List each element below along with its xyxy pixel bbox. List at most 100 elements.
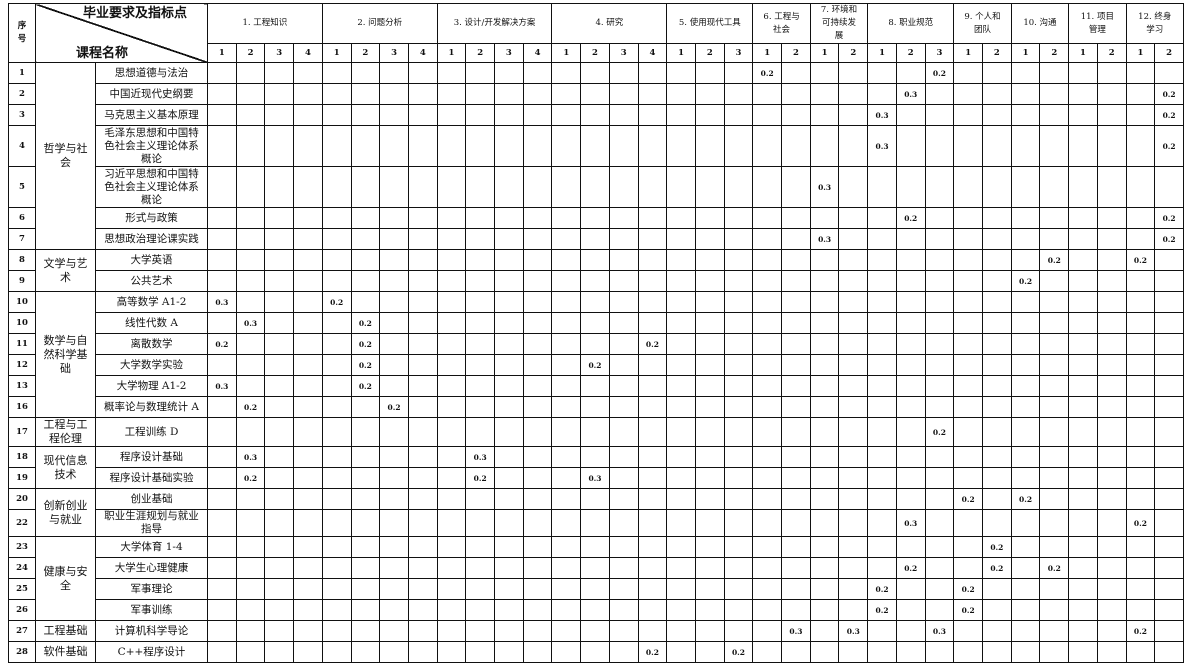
course-name: 思想政治理论课实践 xyxy=(95,228,208,250)
support-cell-6-2 xyxy=(781,509,811,537)
support-cell-9-2 xyxy=(982,599,1012,621)
support-cell-8-2 xyxy=(895,578,926,600)
support-cell-11-2 xyxy=(1096,83,1127,105)
support-cell-9-2 xyxy=(982,333,1012,355)
support-cell-2-2 xyxy=(350,599,381,621)
support-cell-3-2 xyxy=(465,396,496,418)
support-cell-10-1 xyxy=(1010,83,1041,105)
course-name: 计算机科学导论 xyxy=(95,620,208,642)
support-cell-3-1 xyxy=(436,396,467,418)
support-cell-3-2 xyxy=(465,354,496,376)
support-cell-9-2 xyxy=(982,467,1012,489)
support-cell-9-2 xyxy=(982,270,1012,292)
support-cell-3-3 xyxy=(494,375,524,397)
support-cell-9-2 xyxy=(982,354,1012,376)
support-cell-9-1 xyxy=(953,467,984,489)
support-cell-1-4 xyxy=(293,354,323,376)
table-row: 18 现代信息技术 程序设计基础 0.3 0.3 xyxy=(8,446,1184,489)
support-cell-1-1: 0.3 xyxy=(207,291,237,313)
support-cell-3-3 xyxy=(494,249,524,271)
support-cell-12-1 xyxy=(1125,536,1156,558)
support-cell-3-2 xyxy=(465,599,496,621)
support-cell-6-2 xyxy=(781,228,811,250)
support-cell-4-4 xyxy=(637,125,668,167)
support-cell-8-2 xyxy=(895,599,926,621)
support-cell-8-3 xyxy=(924,312,955,334)
support-cell-10-2 xyxy=(1039,125,1070,167)
course-name: 创业基础 xyxy=(95,488,208,510)
support-cell-2-4 xyxy=(407,354,438,376)
support-cell-3-1 xyxy=(436,62,467,84)
support-cell-5-2 xyxy=(694,104,725,126)
support-cell-12-1 xyxy=(1125,270,1156,292)
support-cell-3-2 xyxy=(465,125,496,167)
support-cell-8-3 xyxy=(924,599,955,621)
support-cell-12-1 xyxy=(1125,166,1156,208)
row-seq: 10 xyxy=(8,291,36,313)
support-cell-2-4 xyxy=(407,333,438,355)
row-seq: 19 xyxy=(8,467,36,489)
support-cell-5-2 xyxy=(694,578,725,600)
support-cell-5-3 xyxy=(723,104,754,126)
indicator-header-4-2: 2 xyxy=(580,43,610,63)
support-cell-6-1 xyxy=(752,620,783,642)
support-cell-8-1 xyxy=(867,83,897,105)
support-cell-1-3 xyxy=(264,578,295,600)
support-cell-11-1 xyxy=(1068,270,1098,292)
support-cell-6-2 xyxy=(781,536,811,558)
support-cell-1-4 xyxy=(293,312,323,334)
support-cell-6-2 xyxy=(781,291,811,313)
requirement-header-5: 5. 使用现代工具 xyxy=(666,3,754,44)
support-cell-6-2 xyxy=(781,641,811,663)
support-cell-10-2 xyxy=(1039,620,1070,642)
support-cell-3-3 xyxy=(494,488,524,510)
support-cell-1-1: 0.3 xyxy=(207,375,237,397)
support-cell-5-1 xyxy=(666,228,696,250)
support-cell-5-2 xyxy=(694,620,725,642)
support-cell-4-1 xyxy=(551,333,582,355)
support-cell-8-1 xyxy=(867,620,897,642)
course-name: 马克思主义基本原理 xyxy=(95,104,208,126)
support-cell-5-2 xyxy=(694,62,725,84)
support-cell-12-1 xyxy=(1125,62,1156,84)
support-cell-8-3 xyxy=(924,375,955,397)
support-cell-12-1 xyxy=(1125,354,1156,376)
support-cell-8-2 xyxy=(895,333,926,355)
support-cell-3-1 xyxy=(436,467,467,489)
support-cell-8-1 xyxy=(867,291,897,313)
support-cell-3-3 xyxy=(494,291,524,313)
support-cell-3-1 xyxy=(436,620,467,642)
support-cell-6-2 xyxy=(781,467,811,489)
support-cell-11-2 xyxy=(1096,62,1127,84)
support-cell-10-1 xyxy=(1010,620,1041,642)
course-requirement-matrix: 序号 毕业要求及指标点 课程名称 1. 工程知识 2. 问题分析 3. 设计/开发解… xyxy=(8,3,1184,663)
support-cell-12-2 xyxy=(1154,536,1184,558)
support-cell-2-3 xyxy=(379,207,409,229)
support-cell-3-1 xyxy=(436,536,467,558)
support-cell-4-1 xyxy=(551,312,582,334)
support-cell-1-4 xyxy=(293,641,323,663)
support-cell-8-2: 0.2 xyxy=(895,207,926,229)
support-cell-1-3 xyxy=(264,207,295,229)
support-cell-1-1 xyxy=(207,536,237,558)
support-cell-10-2 xyxy=(1039,354,1070,376)
support-cell-1-2: 0.2 xyxy=(235,467,266,489)
support-cell-11-2 xyxy=(1096,509,1127,537)
support-cell-4-1 xyxy=(551,270,582,292)
support-cell-3-1 xyxy=(436,83,467,105)
row-seq: 2 xyxy=(8,83,36,105)
support-cell-2-1 xyxy=(321,207,352,229)
support-cell-3-3 xyxy=(494,104,524,126)
support-cell-11-2 xyxy=(1096,249,1127,271)
row-seq: 4 xyxy=(8,125,36,167)
table-row: 19 程序设计基础实验 0.2 0.2 0.3 xyxy=(8,467,1184,489)
support-cell-8-1 xyxy=(867,207,897,229)
support-cell-6-1 xyxy=(752,417,783,447)
indicator-header-7-2: 2 xyxy=(838,43,869,63)
support-cell-3-1 xyxy=(436,207,467,229)
support-cell-1-1 xyxy=(207,488,237,510)
support-cell-9-2 xyxy=(982,249,1012,271)
support-cell-12-2 xyxy=(1154,467,1184,489)
support-cell-10-2 xyxy=(1039,291,1070,313)
support-cell-7-1 xyxy=(809,509,840,537)
